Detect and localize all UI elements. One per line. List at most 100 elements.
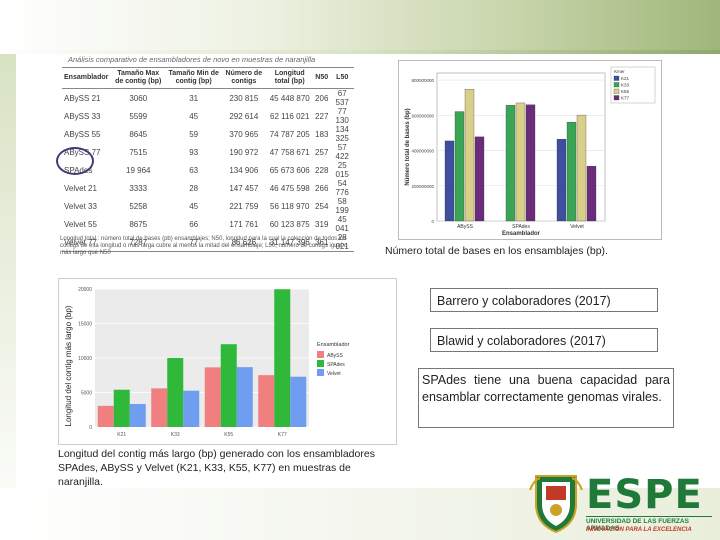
header-line [0,50,720,54]
bar [258,375,275,427]
legend-swatch [317,351,324,358]
table-cell: 28 [189,183,199,193]
legend-swatch [613,75,620,81]
bar [464,89,475,222]
y-tick-label: 200000000 [411,184,434,189]
x-axis-label: Ensamblador [502,231,541,237]
table-cell: 3060 [129,93,148,103]
table-cell: 67 537 [335,89,349,107]
bar [525,104,536,222]
legend-label: Velvet [327,371,341,377]
left-accent-bar [0,54,16,540]
legend-label: K33 [621,83,630,88]
table-body: ABySS 21 3060 31 230 815 45 448 870 206 67 537… [62,89,354,252]
longest-contig-chart-svg: 0 5000 10000 15000 20000 K21 K33 K55 K77 Longitud… [64,287,350,438]
table-cell: 60 123 875 [269,219,310,229]
logo-divider [586,516,712,517]
table-cell: 46 475 598 [269,183,310,193]
table-cell: Velvet 33 [64,201,97,211]
table-cell: 31 147 396 [266,233,314,252]
y-tick-label: 800000000 [411,78,434,83]
table-cell: 7515 [129,147,148,157]
table-cell: 171 761 [229,219,259,229]
bar [586,165,597,222]
table-cell: Velvet 21 [64,183,97,193]
table-cell: ABySS 33 [64,111,101,121]
table-cell: 5258 [129,201,148,211]
table-header-cell: L50 [330,67,354,89]
table-cell: 257 [315,147,329,157]
bar [151,388,168,427]
table-cell: 31 [189,93,199,103]
table-cell: 47 758 671 [269,147,310,157]
bar [183,390,200,427]
legend-label: K21 [621,76,630,81]
bar [113,389,130,427]
x-tick-label: K77 [278,432,287,438]
table-cell: 57 422 [335,143,349,161]
y-axis-label: Número total de bases (bp) [405,108,411,185]
bar [274,289,291,427]
bar [454,111,465,222]
bar [566,121,577,222]
longest-contig-caption: Longitud del contig más largo (bp) gener… [58,448,375,488]
table-cell: 28 021 [330,233,354,252]
legend-swatch [613,88,620,94]
legend-swatch [613,82,620,88]
table-header-cell: Longitud total (bp) [266,67,314,89]
y-tick-label: 0 [431,219,434,224]
espe-logo: ESPE UNIVERSIDAD DE LAS FUERZAS ARMADAS … [528,470,718,534]
table-cell: 59 [189,129,199,139]
bar [515,102,526,222]
table-cell: 54 776 [335,179,349,197]
legend-swatch [317,360,324,367]
header-band [0,0,720,50]
assembler-table: Ensamblador Tamaño Max de contig (bp) Tama… [62,67,354,252]
y-tick-label: 600000000 [411,113,434,118]
table-cell: Velvet 77 [62,233,111,252]
x-tick-label: K55 [224,432,233,438]
table-cell: 134 325 [335,125,349,143]
table-cell: 45 [189,111,199,121]
table-row: Velvet 33 5258 45 221 759 56 118 970 254 58 19… [62,197,354,215]
table-cell: 266 [315,183,329,193]
legend-title: Ensamblador [317,342,350,348]
bar [220,344,237,427]
espe-crest-icon [529,475,583,534]
total-bases-chart-svg: 0 200000000 400000000 600000000 800000000 ABy… [405,66,656,237]
table-cell: 227 [315,111,329,121]
table-header-cell: Tamaño Max de contig (bp) [110,67,167,89]
reference-barrero: Barrero y colaboradores (2017) [430,288,658,312]
y-tick-label: 400000000 [411,149,434,154]
table-cell: 63 [189,165,199,175]
table-cell: 361 [313,233,331,252]
footer-band [0,488,720,540]
legend-label: K77 [621,96,630,101]
table-cell: 3333 [129,183,148,193]
table-cell: 183 [315,129,329,139]
y-tick-label: 15000 [78,322,92,328]
table-cell: 25 015 [335,161,349,179]
y-tick-label: 10000 [78,356,92,362]
table-cell: 319 [315,219,329,229]
table-cell: 147 457 [229,183,259,193]
table-cell: 230 815 [229,93,259,103]
spades-note: SPAdes tiene una buena capacidad para en… [418,368,674,428]
longest-contig-chart: 0 5000 10000 15000 20000 K21 K33 K55 K77 Longitud… [58,278,397,445]
table-cell: 292 614 [229,111,259,121]
table-header-row: Ensamblador Tamaño Max de contig (bp) Tama… [62,67,354,89]
reference-blawid: Blawid y colaboradores (2017) [430,328,658,352]
table-cell: ABySS 21 [64,93,101,103]
legend-label: K55 [621,89,630,94]
y-tick-label: 5000 [81,391,92,397]
table-row: Velvet 21 3333 28 147 457 46 475 598 266 54 77… [62,179,354,197]
table-row: SPAdes 19 964 63 134 906 65 673 606 228 25 015 [62,161,354,179]
x-tick-label: ABySS [457,224,474,230]
logo-subtitle: UNIVERSIDAD DE LAS FUERZAS ARMADAS [586,518,689,532]
legend-label: SPAdes [327,362,345,368]
bar [556,138,567,222]
table-cell: 66 [189,219,199,229]
table-header-cell: Tamaño Min de contig (bp) [166,67,222,89]
legend-label: ABySS [327,353,344,359]
assembler-table-panel: Análisis comparativo de ensambladores de… [58,55,358,256]
